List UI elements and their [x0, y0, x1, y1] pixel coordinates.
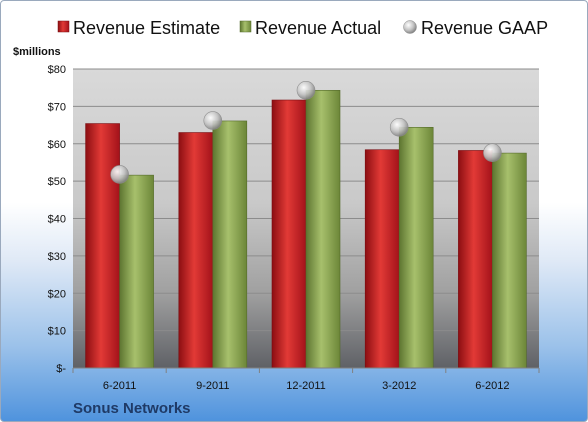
bar-revenue-estimate [364, 149, 400, 369]
x-tick-label: 6-2011 [103, 380, 136, 392]
y-tick-label: $60 [48, 139, 66, 151]
marker-revenue-gaap [203, 111, 223, 130]
marker-revenue-gaap [483, 143, 502, 163]
legend-label-estimate: Revenue Estimate [73, 18, 220, 38]
bar-revenue-actual [119, 174, 154, 369]
bar-revenue-estimate [271, 99, 307, 369]
y-axis-unit-label: $millions [13, 46, 61, 58]
legend-swatch-estimate [57, 20, 70, 33]
y-axis-ticks: $- $10 $20 $30 $40 $50 $60 $70 $80 [48, 64, 67, 375]
legend-item-actual: Revenue Actual [239, 18, 381, 38]
legend-swatch-actual [239, 20, 252, 33]
gaap-markers [110, 81, 502, 184]
x-tick-label: 6-2012 [475, 380, 509, 392]
y-tick-label: $40 [48, 214, 66, 226]
legend-label-actual: Revenue Actual [255, 18, 381, 38]
marker-revenue-gaap [389, 118, 409, 137]
y-tick-label: $70 [48, 101, 66, 113]
legend-swatch-gaap [403, 20, 417, 34]
legend-item-estimate: Revenue Estimate [57, 18, 220, 38]
marker-revenue-gaap [110, 165, 129, 184]
bar-revenue-actual [398, 127, 434, 369]
y-tick-label: $- [56, 363, 66, 375]
company-name: Sonus Networks [73, 400, 191, 417]
marker-revenue-gaap [296, 81, 316, 100]
bar-revenue-actual [305, 90, 341, 369]
x-tick-label: 12-2011 [286, 380, 326, 392]
x-tick-label: 3-2012 [382, 380, 416, 392]
legend-label-gaap: Revenue GAAP [421, 18, 548, 38]
x-tick-label: 9-2011 [196, 380, 229, 392]
bar-revenue-actual [492, 152, 527, 369]
bar-revenue-actual [212, 120, 248, 369]
legend-item-gaap: Revenue GAAP [403, 18, 548, 38]
y-tick-label: $50 [48, 176, 66, 188]
legend: Revenue Estimate Revenue Actual Revenue … [57, 18, 548, 38]
y-tick-label: $30 [48, 251, 66, 263]
bars [85, 90, 527, 369]
y-tick-label: $80 [48, 64, 66, 76]
bar-revenue-estimate [85, 123, 120, 369]
x-axis-ticks: 6-2011 9-2011 12-2011 3-2012 6-2012 [72, 368, 540, 392]
y-tick-label: $10 [48, 326, 66, 338]
bar-revenue-estimate [178, 132, 214, 369]
bar-revenue-estimate [458, 150, 493, 369]
y-tick-label: $20 [48, 288, 66, 300]
